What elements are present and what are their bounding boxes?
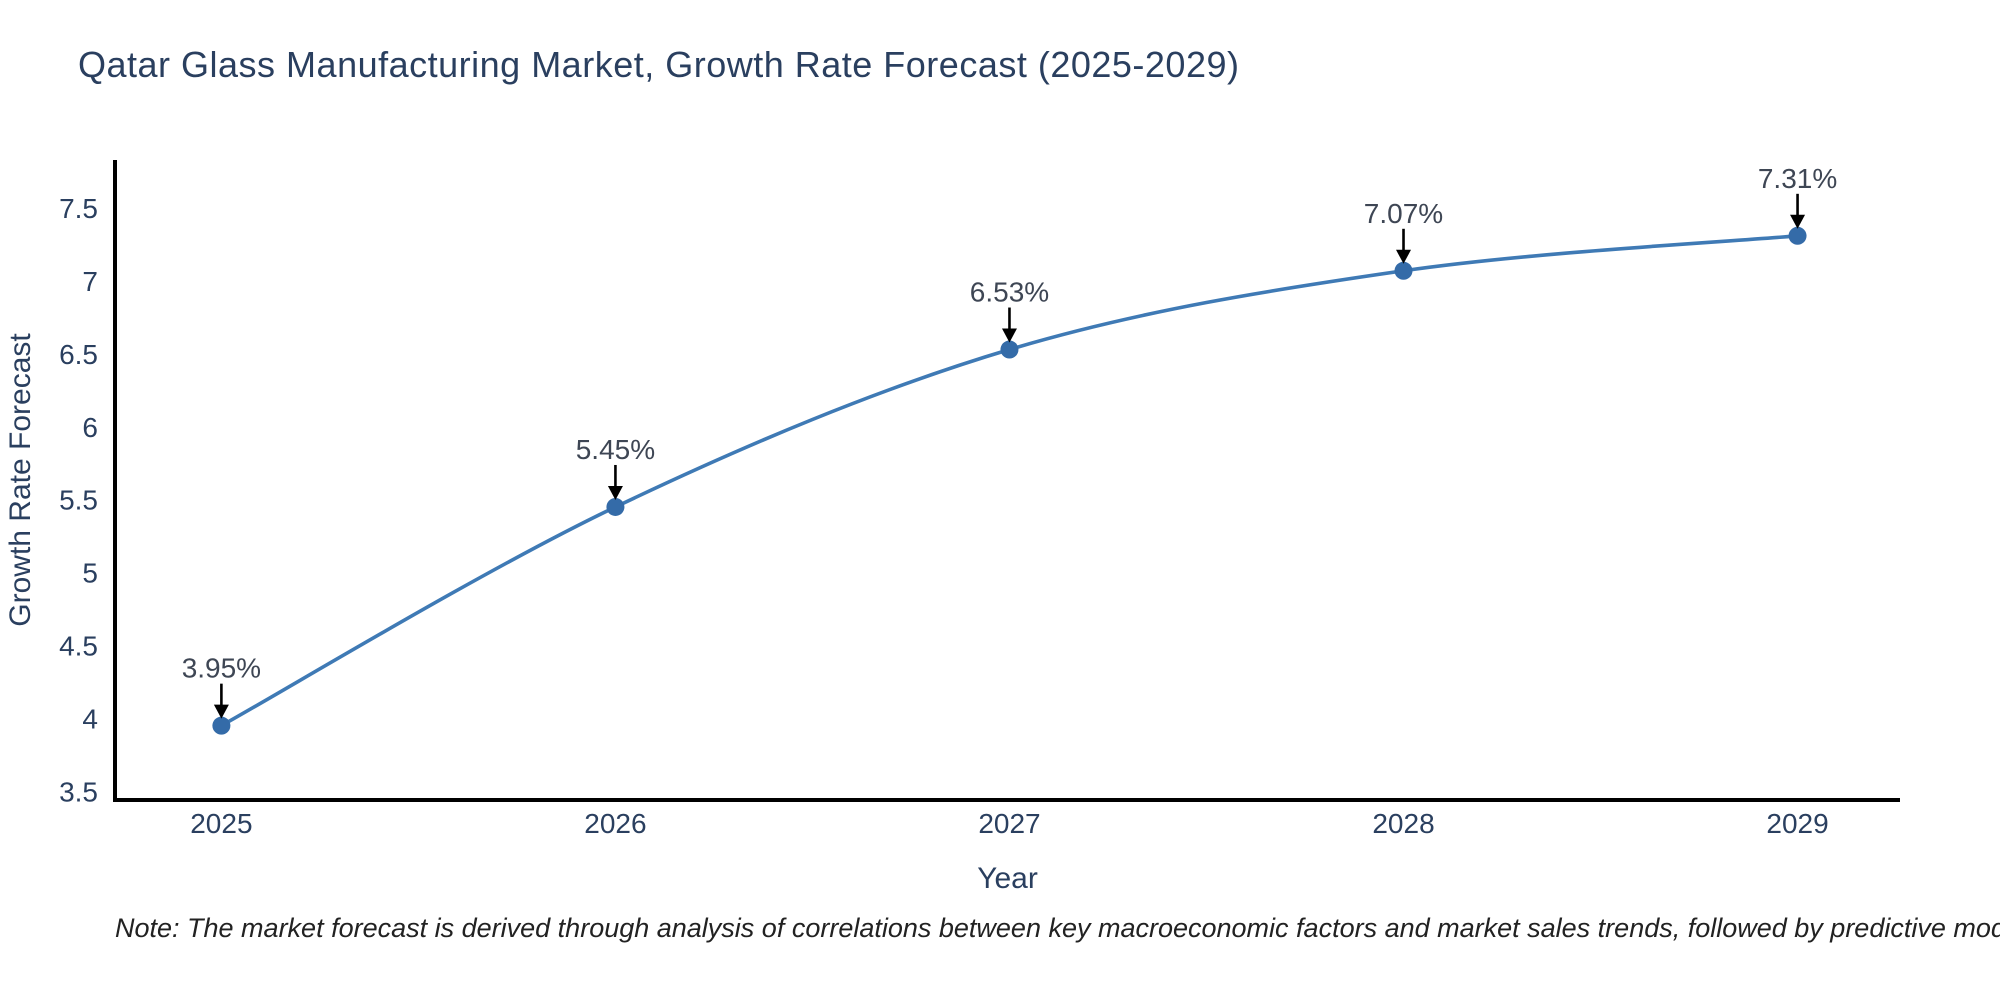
annotation-label: 7.31%	[1758, 163, 1837, 194]
x-tick-label: 2029	[1766, 808, 1828, 839]
x-axis-title: Year	[977, 862, 1038, 895]
x-tick-label: 2026	[584, 808, 646, 839]
data-point-marker[interactable]	[212, 716, 231, 735]
y-tick-label: 3.5	[59, 776, 98, 807]
y-tick-label: 4	[82, 703, 98, 734]
y-axis-title: Growth Rate Forecast	[4, 333, 37, 627]
annotation-label: 7.07%	[1364, 198, 1443, 229]
x-tick-label: 2027	[978, 808, 1040, 839]
y-tick-label: 6.5	[59, 339, 98, 370]
annotation-arrowhead	[1001, 328, 1017, 343]
data-point-marker[interactable]	[1394, 261, 1413, 280]
axes-layer: 3.5 4 4.5 5 5.5 6 6.5 7 7.5 2025 2026 2027 2028 2029 Y…	[4, 160, 1900, 895]
y-tick-label: 7.5	[59, 193, 98, 224]
annotation-label: 3.95%	[182, 653, 261, 684]
y-tick-label: 7	[82, 266, 98, 297]
x-tick-label: 2028	[1372, 808, 1434, 839]
data-point-marker[interactable]	[1788, 226, 1807, 245]
annotation-layer: 3.95% 5.45% 6.53% 7.07% 7.31%	[182, 163, 1837, 719]
footnote: Note: The market forecast is derived thr…	[115, 913, 2000, 943]
annotation-arrowhead	[1790, 214, 1806, 229]
annotation-arrowhead	[1396, 249, 1412, 264]
x-tick-label: 2025	[190, 808, 252, 839]
chart-title: Qatar Glass Manufacturing Market, Growth…	[78, 44, 1240, 85]
annotation-label: 6.53%	[970, 277, 1049, 308]
y-tick-label: 5	[82, 558, 98, 589]
y-tick-label: 6	[82, 412, 98, 443]
annotation-label: 5.45%	[576, 434, 655, 465]
y-tick-label: 5.5	[59, 485, 98, 516]
data-point-marker[interactable]	[606, 497, 625, 516]
annotation-arrowhead	[607, 485, 623, 500]
data-point-marker[interactable]	[1000, 340, 1019, 359]
y-tick-label: 4.5	[59, 630, 98, 661]
annotation-arrowhead	[213, 704, 229, 719]
series-layer	[212, 226, 1807, 735]
